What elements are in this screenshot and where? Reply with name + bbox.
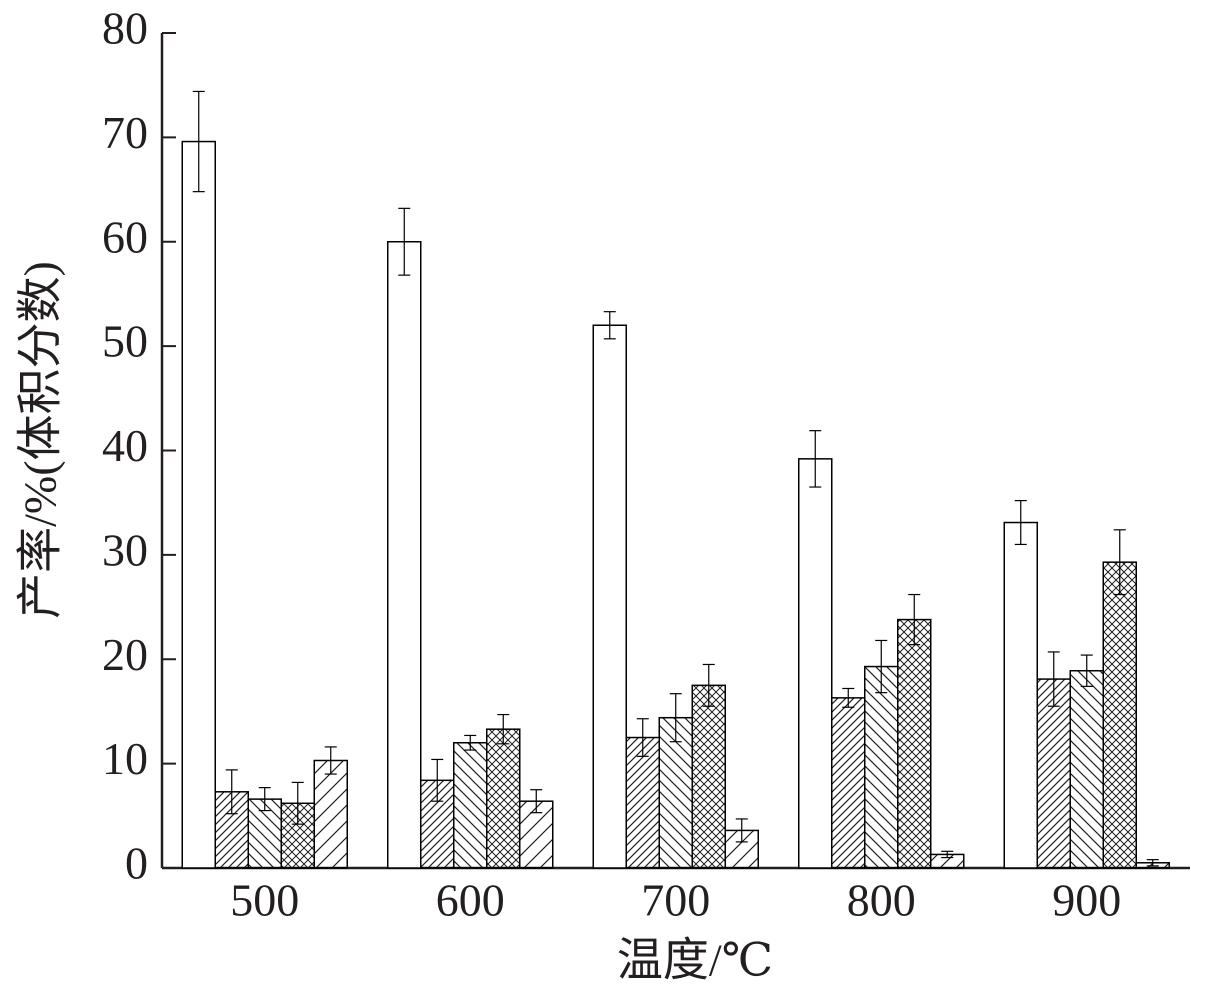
error-bar	[842, 687, 855, 708]
bar	[486, 728, 521, 869]
x-tick-label: 700	[641, 875, 710, 926]
error-bar	[431, 758, 444, 802]
error-bar	[192, 90, 205, 193]
error-bar	[497, 713, 510, 745]
y-tick-label: 20	[102, 629, 148, 680]
bar	[798, 458, 833, 869]
error-bar	[735, 818, 748, 843]
bar	[313, 759, 348, 869]
y-tick-label: 60	[102, 211, 148, 262]
x-tick-label: 900	[1052, 875, 1121, 926]
error-bar	[1014, 500, 1027, 546]
error-bar	[1113, 529, 1126, 596]
y-axis-label: 产率/%(体积分数)	[15, 261, 66, 619]
bar	[897, 618, 932, 869]
error-bar	[324, 746, 337, 775]
error-bar	[603, 311, 616, 340]
y-tick-label: 0	[125, 838, 148, 889]
bar	[1102, 561, 1137, 869]
y-tick-label: 10	[102, 733, 148, 784]
x-tick-label: 500	[230, 875, 299, 926]
x-tick-label: 600	[436, 875, 505, 926]
y-tick-label: 80	[102, 3, 148, 54]
error-bar	[908, 593, 921, 646]
bar	[592, 324, 627, 869]
y-tick-label: 30	[102, 524, 148, 575]
y-tick-label: 50	[102, 316, 148, 367]
error-bar	[225, 769, 238, 815]
error-bar	[464, 734, 477, 751]
bar	[625, 736, 660, 869]
error-bar	[398, 207, 411, 276]
bar	[691, 684, 726, 869]
bar	[1003, 521, 1038, 869]
y-tick-label: 70	[102, 107, 148, 158]
bar	[453, 742, 488, 869]
y-tick-label: 40	[102, 420, 148, 471]
x-axis-label: 温度/℃	[617, 935, 773, 986]
error-bar	[875, 639, 888, 694]
bar	[181, 140, 216, 869]
error-bar	[636, 718, 649, 757]
bar	[1036, 678, 1071, 869]
error-bar	[1146, 859, 1159, 867]
bar	[831, 697, 866, 869]
error-bar	[530, 789, 543, 814]
error-bar	[669, 693, 682, 743]
x-tick-label: 800	[847, 875, 916, 926]
bar	[1069, 669, 1104, 869]
bar	[864, 665, 899, 869]
bar	[387, 241, 422, 869]
error-bar	[702, 663, 715, 707]
error-bar	[258, 787, 271, 812]
error-bar	[1080, 654, 1093, 687]
error-bar	[809, 430, 822, 488]
error-bar	[941, 850, 954, 859]
error-bar	[1047, 651, 1060, 707]
bar	[724, 829, 759, 869]
error-bar	[291, 781, 304, 825]
